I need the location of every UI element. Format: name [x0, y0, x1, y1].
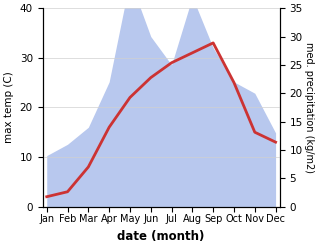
Y-axis label: max temp (C): max temp (C) [4, 72, 14, 143]
X-axis label: date (month): date (month) [117, 230, 205, 243]
Y-axis label: med. precipitation (kg/m2): med. precipitation (kg/m2) [304, 42, 314, 173]
